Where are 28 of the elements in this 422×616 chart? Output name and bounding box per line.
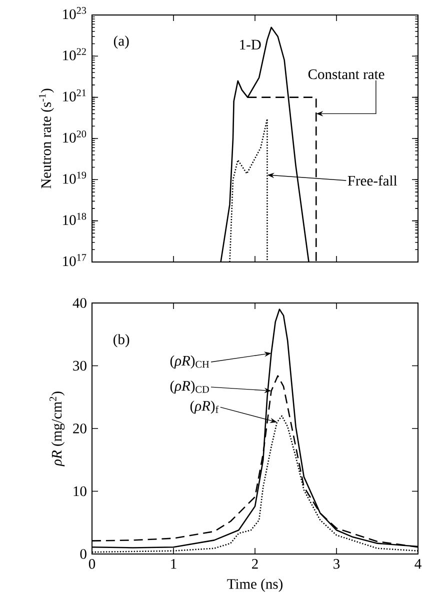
annotation: (a): [114, 36, 129, 49]
annotation: (ρR)$_{CH}$: [170, 355, 210, 369]
annotation: (b): [114, 334, 130, 348]
annotation: (ρR)$_{f}$: [190, 400, 219, 414]
y-axis-title: Neutron rate (s$^{-1}$): [38, 88, 54, 188]
y-tick-label: 0: [80, 549, 86, 559]
y-tick-label: 10$^{21}$: [63, 89, 86, 102]
x-axis-title: Time (ns): [227, 578, 282, 592]
annotation: 1-D: [240, 40, 261, 50]
x-tick-label: 1: [171, 559, 176, 569]
x-tick-label: 0: [88, 559, 96, 569]
annotation: Constant rate: [308, 69, 384, 80]
y-tick-label: 10$^{17}$: [63, 254, 86, 266]
y-tick-label: 10$^{23}$: [63, 7, 86, 20]
x-tick-label: 3: [334, 559, 340, 569]
y-tick-label: 40: [72, 298, 86, 308]
y-tick-label: 10: [74, 486, 86, 496]
x-tick-label: 4: [414, 559, 422, 569]
y-tick-label: 10$^{20}$: [63, 130, 86, 143]
y-tick-label: 10$^{18}$: [63, 212, 86, 225]
y-tick-label: 10$^{19}$: [63, 172, 86, 184]
annotation: (ρR)$_{CD}$: [170, 380, 209, 394]
x-tick-label: 2: [252, 559, 258, 569]
annotation: Free-fall: [348, 175, 398, 186]
y-axis-title: ρR (mg/cm$^{2}$): [50, 392, 65, 466]
y-tick-label: 10$^{22}$: [63, 48, 86, 60]
y-tick-label: 20: [73, 424, 86, 434]
y-tick-label: 30: [73, 360, 86, 371]
